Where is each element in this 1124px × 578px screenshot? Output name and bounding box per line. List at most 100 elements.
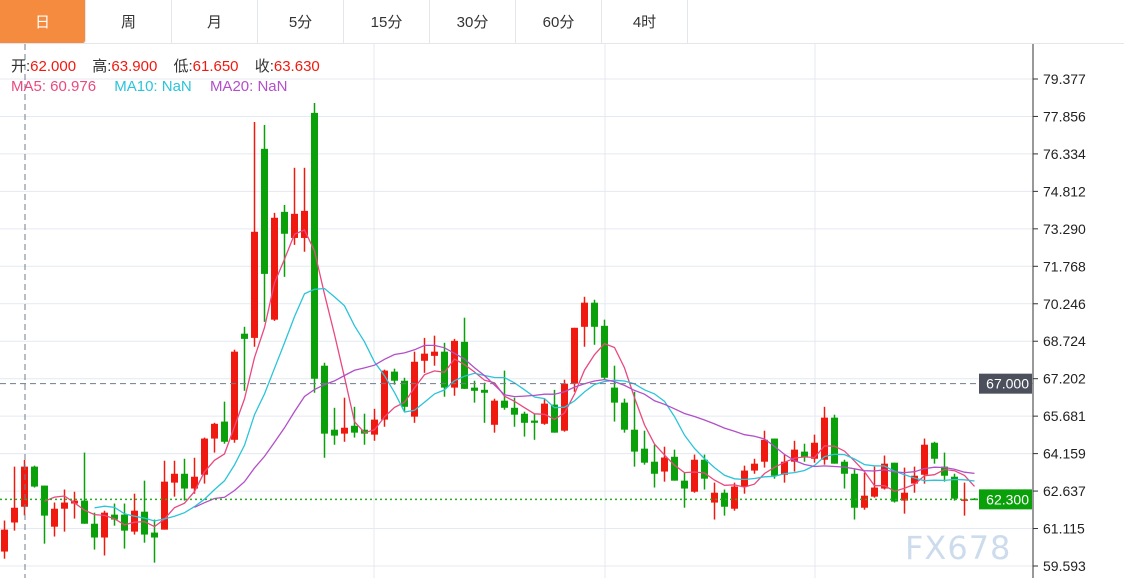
tab-0[interactable]: 日 (0, 0, 86, 43)
candle (861, 472, 868, 510)
ma20-value: MA20: NaN (209, 78, 288, 95)
candle-body (531, 420, 538, 423)
candle-body (851, 473, 858, 508)
candle (171, 460, 178, 497)
candle (871, 466, 878, 498)
candle-body (961, 499, 968, 501)
candle (921, 438, 928, 484)
candle (361, 413, 368, 445)
candle-body (751, 463, 758, 471)
candle (711, 482, 718, 520)
candle (191, 457, 198, 494)
candle (701, 454, 708, 490)
tab-3[interactable]: 5分 (258, 0, 344, 43)
tab-1[interactable]: 周 (86, 0, 172, 43)
candle-body (571, 327, 578, 384)
candle (441, 342, 448, 397)
tick-label: 64.159 (1043, 446, 1086, 462)
candle (331, 407, 338, 445)
candle (231, 349, 238, 443)
candle-body (701, 459, 708, 479)
candle (431, 335, 438, 366)
candle (291, 167, 298, 245)
candle-body (421, 353, 428, 361)
candle-body (91, 523, 98, 538)
price-axis: 79.377 77.856 76.334 74.812 73.290 71.768 70.2… (1032, 44, 1086, 578)
candle (481, 382, 488, 423)
tab-7[interactable]: 4时 (602, 0, 688, 43)
candle-body (931, 442, 938, 459)
ma10-value: MA10: NaN (114, 78, 192, 95)
open-value: 62.000 (30, 58, 77, 75)
candle (301, 167, 308, 252)
candle-body (251, 231, 258, 338)
candle-body (11, 507, 18, 523)
low-value: 61.650 (192, 58, 239, 75)
candle (491, 398, 498, 433)
candle (641, 430, 648, 465)
candle (531, 413, 538, 440)
candle (511, 397, 518, 427)
candle (571, 327, 578, 392)
candle (801, 443, 808, 462)
candle-body (311, 112, 318, 379)
tab-5[interactable]: 30分 (430, 0, 516, 43)
candle (911, 466, 918, 493)
candle-body (121, 514, 128, 531)
candle-body (741, 470, 748, 487)
candle (261, 124, 268, 322)
crosshair-price-badge (979, 373, 1032, 394)
candle-body (671, 456, 678, 481)
candle-body (191, 476, 198, 489)
candle-body (451, 340, 458, 388)
candle-body (921, 444, 928, 475)
candle-body (261, 148, 268, 274)
candles (1, 103, 978, 563)
candle (841, 459, 848, 489)
candle (451, 338, 458, 396)
candle-body (211, 423, 218, 439)
candle-body (871, 487, 878, 497)
candle (281, 204, 288, 277)
candle-body (461, 341, 468, 389)
candle-body (521, 413, 528, 423)
candle-body (411, 361, 418, 417)
candle-body (351, 425, 358, 433)
candle (731, 482, 738, 511)
candle-body (911, 475, 918, 484)
close-label: 收: (254, 58, 274, 75)
candle (211, 422, 218, 453)
candle (51, 502, 58, 537)
candle (551, 389, 558, 433)
candle (371, 408, 378, 441)
candle (101, 510, 108, 556)
candle (631, 391, 638, 467)
candle (121, 503, 128, 549)
tab-2[interactable]: 月 (172, 0, 258, 43)
candle (421, 337, 428, 373)
candle (951, 473, 958, 501)
tick-label: 62.637 (1043, 483, 1086, 499)
candle (851, 469, 858, 520)
tab-4[interactable]: 15分 (344, 0, 430, 43)
candle (651, 444, 658, 488)
candle-body (301, 210, 308, 238)
candle-body (431, 351, 438, 356)
candle-body (621, 402, 628, 430)
candle-body (691, 459, 698, 492)
candle-body (951, 476, 958, 499)
candle-body (151, 532, 158, 538)
tab-6[interactable]: 60分 (516, 0, 602, 43)
candle-body (101, 512, 108, 538)
candle-body (291, 213, 298, 238)
tick-label: 67.202 (1043, 371, 1086, 387)
crosshair: 67.000 62.300 (0, 44, 1033, 578)
candle (381, 369, 388, 427)
candle-body (731, 486, 738, 509)
candle (771, 438, 778, 479)
candle-body (401, 380, 408, 407)
candle-body (861, 495, 868, 508)
high-value: 63.900 (111, 58, 158, 75)
candle (591, 299, 598, 345)
